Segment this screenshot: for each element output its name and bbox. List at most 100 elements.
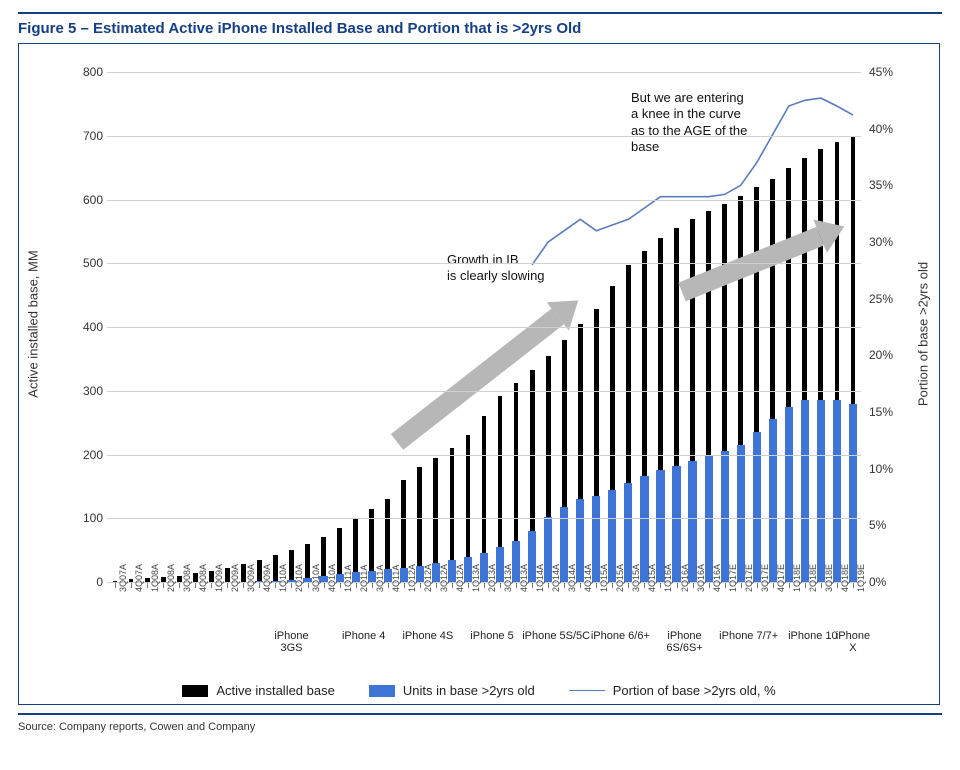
x-category-label: 3Q13A	[503, 564, 513, 592]
gridline	[107, 72, 861, 73]
y2-tick-label: 0%	[869, 575, 886, 589]
legend-label: Units in base >2yrs old	[403, 683, 535, 698]
y1-tick-label: 100	[23, 511, 103, 525]
y2-tick-label: 30%	[869, 235, 893, 249]
x-category-label: 3Q12A	[439, 564, 449, 592]
x-category-label: 4Q11A	[391, 565, 401, 592]
x-category-label: 1Q13A	[471, 564, 481, 592]
x-category-label: 2Q09A	[230, 564, 240, 592]
x-category-label: 4Q17E	[776, 564, 786, 592]
x-category-label: 4Q14A	[583, 564, 593, 592]
gridline	[107, 263, 861, 264]
x-category-label: 4Q09A	[262, 564, 272, 592]
y1-tick-label: 300	[23, 384, 103, 398]
y1-tick-label: 0	[23, 575, 103, 589]
y2-tick-label: 40%	[869, 122, 893, 136]
x-category-label: 4Q07A	[134, 564, 144, 592]
chart-annotation: Growth in IBis clearly slowing	[447, 252, 545, 285]
x-category-label: 3Q18E	[824, 564, 834, 592]
y2-tick-label: 45%	[869, 65, 893, 79]
model-group-label: iPhone 7/7+	[714, 630, 784, 642]
x-category-label: 2Q08A	[166, 564, 176, 592]
x-category-label: 2Q14A	[551, 564, 561, 592]
x-category-label: 1Q16A	[663, 564, 673, 592]
x-category-label: 4Q15A	[647, 564, 657, 592]
bottom-rule	[18, 713, 942, 715]
x-category-label: 1Q12A	[407, 564, 417, 592]
legend-label: Active installed base	[216, 683, 335, 698]
x-category-label: 3Q10A	[311, 564, 321, 592]
y1-tick-label: 400	[23, 320, 103, 334]
x-category-label: 1Q11A	[343, 565, 353, 592]
legend-item-old: Units in base >2yrs old	[369, 683, 535, 698]
x-category-label: 4Q18E	[840, 564, 850, 592]
model-group-label: iPhoneX	[818, 630, 888, 654]
x-category-label: 2Q17E	[744, 564, 754, 592]
legend: Active installed base Units in base >2yr…	[19, 683, 939, 698]
x-category-label: 1Q15A	[599, 564, 609, 592]
chart-annotation: But we are enteringa knee in the curveas…	[631, 90, 747, 155]
model-group-label: iPhone 5	[457, 630, 527, 642]
gridline	[107, 455, 861, 456]
gridline	[107, 518, 861, 519]
x-category-label: 1Q10A	[278, 564, 288, 592]
model-group-label: iPhone3GS	[256, 630, 326, 654]
source-line: Source: Company reports, Cowen and Compa…	[18, 721, 942, 733]
y2-tick-label: 5%	[869, 518, 886, 532]
x-category-label: 3Q16A	[696, 564, 706, 592]
chart-frame: Active installed base, MM Portion of bas…	[18, 43, 940, 705]
legend-item-active: Active installed base	[182, 683, 335, 698]
top-rule	[18, 12, 942, 14]
x-category-label: 3Q07A	[118, 564, 128, 592]
y2-tick-label: 35%	[869, 178, 893, 192]
x-category-label: 2Q11A	[359, 565, 369, 592]
legend-label: Portion of base >2yrs old, %	[613, 683, 776, 698]
y2-tick-label: 10%	[869, 462, 893, 476]
x-category-label: 3Q08A	[182, 564, 192, 592]
legend-swatch-old	[369, 685, 395, 697]
y1-tick-label: 200	[23, 448, 103, 462]
y1-tick-label: 700	[23, 129, 103, 143]
x-category-label: 3Q11A	[375, 565, 385, 592]
x-category-label: 2Q15A	[615, 564, 625, 592]
legend-swatch-line	[569, 690, 605, 691]
x-category-label: 1Q08A	[150, 564, 160, 592]
y1-tick-label: 500	[23, 256, 103, 270]
x-category-label: 4Q08A	[198, 564, 208, 592]
model-group-label: iPhone 4S	[393, 630, 463, 642]
x-category-label: 4Q12A	[455, 564, 465, 592]
model-group-label: iPhone6S/6S+	[650, 630, 720, 654]
gridline	[107, 391, 861, 392]
y1-tick-label: 800	[23, 65, 103, 79]
x-category-label: 1Q14A	[535, 564, 545, 592]
x-category-label: 4Q10A	[327, 564, 337, 592]
x-category-label: 2Q18E	[808, 564, 818, 592]
y2-axis-label: Portion of base >2yrs old	[916, 262, 931, 406]
gridline	[107, 327, 861, 328]
gridline	[107, 136, 861, 137]
legend-swatch-active	[182, 685, 208, 697]
x-category-label: 1Q18E	[792, 564, 802, 592]
gridline	[107, 200, 861, 201]
x-category-label: 2Q13A	[487, 564, 497, 592]
model-group-label: iPhone 4	[329, 630, 399, 642]
x-category-label: 2Q12A	[423, 564, 433, 592]
x-category-label: 2Q10A	[294, 564, 304, 592]
x-category-label: 2Q16A	[680, 564, 690, 592]
figure-title: Figure 5 – Estimated Active iPhone Insta…	[18, 20, 942, 37]
x-category-label: 4Q13A	[519, 564, 529, 592]
x-category-label: 1Q17E	[728, 564, 738, 592]
x-category-label: 3Q09A	[246, 564, 256, 592]
x-category-label: 4Q16A	[712, 564, 722, 592]
y2-tick-label: 15%	[869, 405, 893, 419]
y2-tick-label: 20%	[869, 348, 893, 362]
y1-tick-label: 600	[23, 193, 103, 207]
legend-item-line: Portion of base >2yrs old, %	[569, 683, 776, 698]
x-category-label: 3Q14A	[567, 564, 577, 592]
x-category-label: 3Q17E	[760, 564, 770, 592]
y2-tick-label: 25%	[869, 292, 893, 306]
x-category-label: 1Q09A	[214, 564, 224, 592]
model-group-label: iPhone 5S/5C	[521, 630, 591, 642]
model-group-label: iPhone 6/6+	[585, 630, 655, 642]
x-category-label: 3Q15A	[631, 564, 641, 592]
